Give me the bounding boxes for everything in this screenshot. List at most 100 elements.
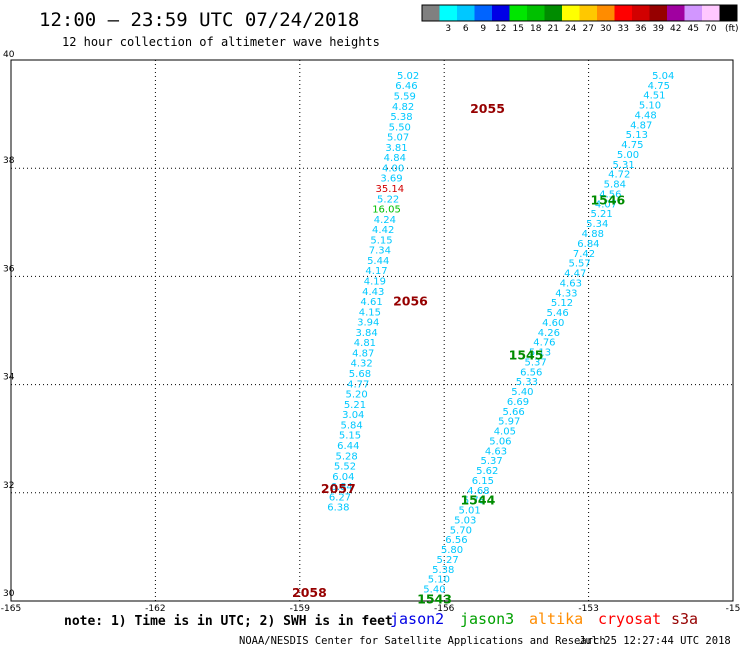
swh-value: 4.05 [494,427,516,438]
swh-value: 4.56 [599,189,621,200]
swh-value: 4.60 [542,318,564,329]
swh-value: 4.87 [352,348,374,359]
x-tick-label: -165 [1,604,21,614]
swh-value: 4.81 [354,338,376,349]
mission-label-s3a: s3a [671,610,698,628]
swh-value: 6.44 [337,441,359,452]
swh-value: 5.07 [387,133,409,144]
swh-value: 5.57 [568,259,590,270]
footnote: note: 1) Time is in UTC; 2) SWH is in fe… [64,614,393,629]
swh-value: 4.19 [364,277,386,288]
swh-value: 4.43 [362,287,384,298]
color-bin-label: 45 [688,24,699,34]
swh-value: 5.52 [334,462,356,473]
pass-time-label: 1545 [509,348,544,363]
swh-value: 6.56 [520,367,542,378]
swh-value: 4.07 [595,199,617,210]
swh-value: 5.15 [370,235,392,246]
swh-value: 4.77 [347,379,369,390]
swh-value: 5.03 [454,515,476,526]
swh-value: 5.00 [617,150,639,161]
swh-value: 5.40 [511,387,533,398]
swh-value: 4.76 [533,338,555,349]
pass-time-label: 1544 [460,493,495,508]
grid-lines [11,60,733,601]
color-bin [597,5,615,21]
color-bin [439,5,457,21]
swh-value: 5.37 [524,357,546,368]
color-bin [667,5,685,21]
swh-value: 5.44 [367,256,389,267]
color-bin [632,5,650,21]
x-tick-label: -162 [145,604,165,614]
color-bin-label: 9 [480,24,486,34]
x-tick-label: -159 [290,604,311,614]
color-bin-label: 27 [583,24,594,34]
swh-value: 4.88 [582,229,604,240]
color-bin [544,5,562,21]
color-bin [649,5,667,21]
swh-value: 5.31 [612,160,634,171]
swh-value: 4.61 [360,297,382,308]
swh-value: 4.82 [392,102,414,113]
x-tick-label: -156 [434,604,455,614]
swh-value: 5.70 [450,525,472,536]
swh-value: 4.17 [365,266,387,277]
chart-subtitle: 12 hour collection of altimeter wave hei… [62,35,380,49]
swh-value: 4.75 [621,140,643,151]
swh-value: 5.78 [463,496,485,507]
swh-value: 5.02 [397,71,419,82]
swh-value: 5.62 [476,466,498,477]
color-bin [579,5,597,21]
y-tick-label: 34 [3,373,15,383]
swh-value: 4.75 [648,81,670,92]
swh-value: 5.13 [626,130,648,141]
swh-value: 5.10 [639,101,661,112]
color-bin-label: 39 [653,24,665,34]
pass-time-label: 1543 [417,592,452,607]
swh-value: 4.87 [630,120,652,131]
color-bin [684,5,702,21]
swh-value: 6.15 [472,476,494,487]
y-tick-label: 32 [3,481,14,491]
swh-value: 5.15 [339,431,361,442]
swh-value: 5.22 [377,194,399,205]
swh-value: 5.20 [345,390,367,401]
color-bin [562,5,580,21]
swh-value: 5.06 [489,436,511,447]
swh-value: 5.84 [341,420,363,431]
x-tick-label: -15 [726,604,740,614]
color-bin [422,5,440,21]
plot-frame [10,59,734,602]
swh-value: 5.27 [437,555,459,566]
swh-value: 4.15 [359,307,381,318]
swh-value: 6.69 [507,397,529,408]
pass-labels: 2055 2056 2057 2058 1546 1545 1544 1543 [292,101,626,607]
swh-value: 6.38 [327,503,349,514]
swh-value: 5.80 [441,545,463,556]
swh-value: 3.84 [355,328,377,339]
mission-label-cryosat: cryosat [598,610,661,628]
swh-value: 6.56 [445,535,467,546]
swh-value: 3.81 [385,143,407,154]
mission-label-altika: altika [529,610,583,628]
swh-value: 4.84 [384,153,406,164]
color-bin-label: 70 [705,24,717,34]
color-bin [719,5,737,21]
swh-value: 4.00 [382,163,404,174]
swh-value: 5.21 [590,209,612,220]
swh-value: 4.72 [608,170,630,181]
swh-value: 7.34 [369,246,391,257]
mission-label-jason2: jason2 [390,610,444,628]
color-bin-label: 36 [635,24,647,34]
color-bin-label: 24 [565,24,577,34]
plot-area: -165 -162 -159 -156 -153 -15 40 38 36 34 32 30 5.02… [1,50,740,614]
color-bin-label: 15 [513,24,524,34]
color-bin-label: 18 [530,24,542,34]
swh-value: 5.68 [349,369,371,380]
color-bin-label: 6 [463,24,469,34]
color-bin [474,5,492,21]
swh-value: 3.04 [342,410,364,421]
color-bin [509,5,527,21]
